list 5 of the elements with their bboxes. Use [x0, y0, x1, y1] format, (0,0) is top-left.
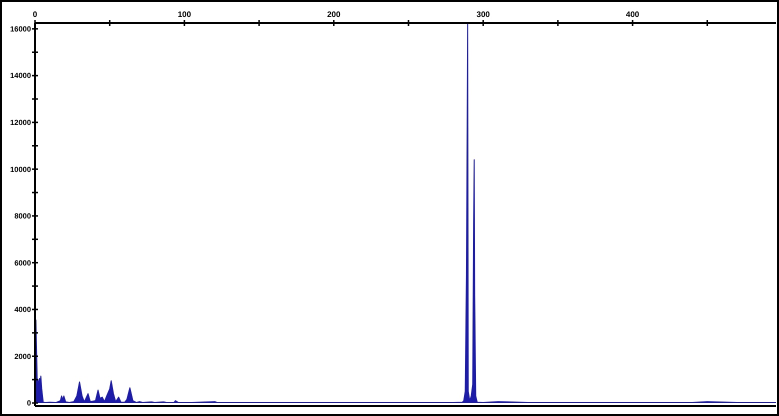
- x-tick-label: 100: [178, 10, 192, 19]
- x-tick-label: 200: [327, 10, 342, 19]
- x-tick-label: 0: [32, 10, 38, 19]
- x-tick-label: 400: [626, 10, 640, 19]
- x-tick-label: 300: [476, 10, 490, 19]
